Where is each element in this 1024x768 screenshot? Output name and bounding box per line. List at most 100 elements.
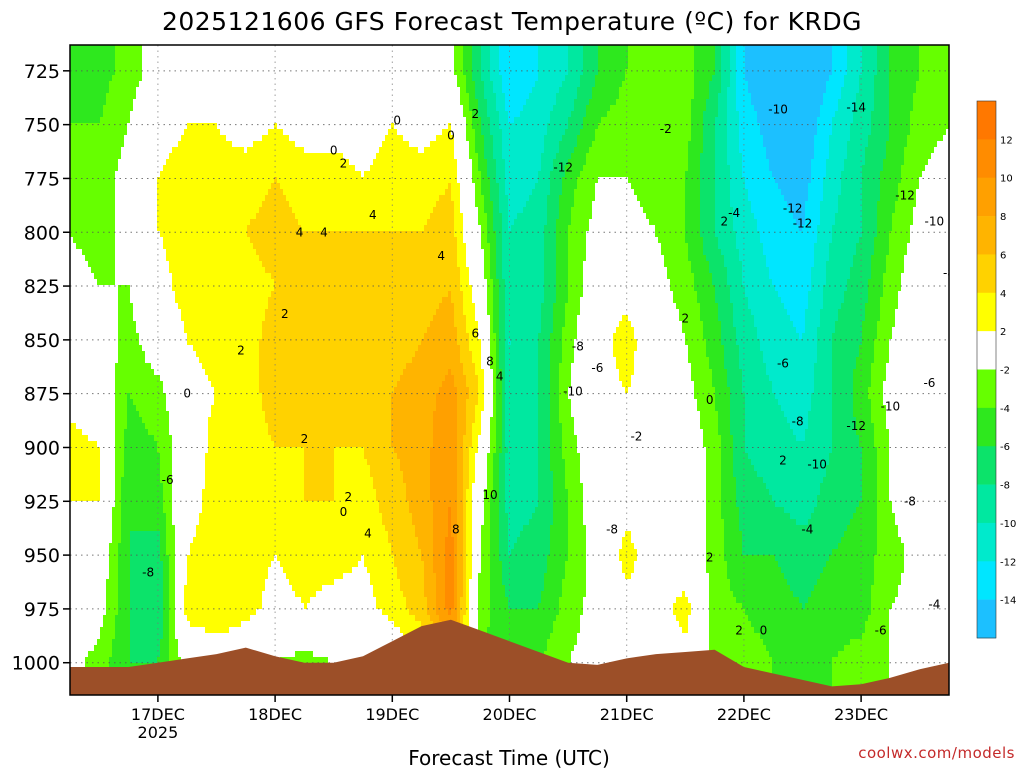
colorbar-label: -2: [1000, 366, 1010, 377]
colorbar-bin: [977, 407, 996, 447]
contour-label: 4: [496, 369, 504, 383]
contour-label: 0: [183, 387, 191, 401]
contour-label: -8: [572, 339, 584, 353]
colorbar-bin: [977, 292, 996, 332]
contour-label: 0: [340, 505, 348, 519]
contour-label: -10: [807, 458, 827, 472]
colorbar-bin: [977, 177, 996, 217]
colorbar-label: -8: [1000, 481, 1010, 492]
contour-label: 0: [330, 143, 338, 157]
contour-label: -4: [801, 522, 813, 536]
colorbar-label: 8: [1000, 212, 1006, 223]
y-tick-label: 975: [24, 599, 60, 621]
contour-label: 2: [281, 307, 289, 321]
contour-label: 2: [681, 311, 689, 325]
colorbar-label: 12: [1000, 135, 1013, 146]
contour-label: -2: [630, 430, 642, 444]
contour-label: 2: [721, 214, 729, 228]
colorbar-label: -6: [1000, 442, 1010, 453]
contour-label: -6: [875, 623, 887, 637]
y-tick-label: 875: [24, 384, 60, 406]
contour-label: 2: [301, 432, 309, 446]
y-tick-label: 925: [24, 491, 60, 513]
y-tick-label: 850: [24, 330, 60, 352]
grid-lines: [70, 45, 949, 695]
contour-label: -8: [904, 494, 916, 508]
contour-label: -6: [162, 473, 174, 487]
colorbar-bin: [977, 599, 996, 639]
contour-label: 8: [452, 522, 460, 536]
colorbar-label: 2: [1000, 327, 1006, 338]
contour-label: 8: [486, 354, 494, 368]
credit-text: coolwx.com/models: [858, 744, 1015, 762]
contour-label: 4: [296, 225, 304, 239]
colorbar-bin: [977, 331, 996, 370]
contour-label: 2: [237, 344, 245, 358]
contour-label: -8: [943, 266, 955, 280]
contour-label: 0: [447, 128, 455, 142]
contour-label: -10: [881, 400, 901, 414]
x-tick-label: 20DEC: [483, 705, 537, 724]
contour-label: -8: [606, 522, 618, 536]
contour-label: 4: [364, 527, 372, 541]
contour-label: -12: [553, 161, 573, 175]
contour-label: 2: [345, 490, 353, 504]
x-tick-label: 21DEC: [600, 705, 654, 724]
colorbar-bin: [977, 254, 996, 294]
contour-label: 4: [437, 249, 445, 263]
contour-label: 4: [369, 208, 377, 222]
y-tick-label: 900: [24, 437, 60, 459]
contour-label: -10: [925, 214, 945, 228]
contour-label: -8: [142, 565, 154, 579]
colorbar-label: -14: [1000, 596, 1016, 607]
contour-label: 10: [482, 488, 497, 502]
contour-label: -6: [591, 361, 603, 375]
y-tick-label: 725: [24, 61, 60, 83]
contour-label: -6: [777, 357, 789, 371]
colorbar-bin: [977, 101, 996, 140]
x-axis-title: Forecast Time (UTC): [408, 746, 610, 768]
contour-label: -8: [792, 415, 804, 429]
contour-label: -12: [846, 419, 866, 433]
contour-label: -12: [793, 217, 813, 231]
colorbar-bin: [977, 216, 996, 255]
plot-area: -12-6-8-10-2-8-22-4-10 -14-12-12-12-10-8-…: [70, 45, 1017, 695]
colorbar-label: -10: [1000, 519, 1016, 530]
contour-label: -12: [783, 202, 803, 216]
colorbar-bin: [977, 522, 996, 562]
contour-label: 0: [706, 393, 714, 407]
temperature-field: [70, 45, 949, 695]
colorbar-bin: [977, 484, 996, 524]
colorbar-label: 10: [1000, 174, 1013, 185]
contour-label: -4: [928, 598, 940, 612]
chart-title: 2025121606 GFS Forecast Temperature (ºC)…: [162, 7, 862, 36]
contour-label: 2: [706, 550, 714, 564]
contour-label: 2: [779, 453, 787, 467]
y-tick-label: 775: [24, 168, 60, 190]
y-tick-label: 825: [24, 276, 60, 298]
contour-label: -4: [728, 206, 740, 220]
contour-label: 0: [1009, 204, 1017, 218]
x-tick-label: 23DEC: [834, 705, 888, 724]
contour-label: 0: [760, 623, 768, 637]
contour-label: 2: [471, 107, 479, 121]
contour-label: 2: [735, 623, 743, 637]
colorbar-bin: [977, 446, 996, 485]
y-tick-label: 950: [24, 545, 60, 567]
colorbar-label: 6: [1000, 250, 1006, 261]
x-tick-year: 2025: [138, 723, 179, 742]
contour-label: -14: [846, 100, 866, 114]
contour-label: -6: [923, 376, 935, 390]
contour-labels: -12-6-8-10-2-8-22-4-10 -14-12-12-12-10-8-…: [142, 100, 1017, 674]
colorbar-label: -12: [1000, 557, 1016, 568]
terrain-surface: [70, 619, 949, 695]
contour-label: 2: [340, 156, 348, 170]
x-tick-label: 19DEC: [365, 705, 419, 724]
contour-label: 0: [393, 113, 401, 127]
colorbar-bin: [977, 139, 996, 179]
y-tick-label: 800: [24, 222, 60, 244]
contour-label: 4: [320, 225, 328, 239]
contour-label: 6: [471, 326, 479, 340]
y-axis: 725 750 775 800 825 850 875 900 925 950 975 1000: [12, 61, 70, 675]
